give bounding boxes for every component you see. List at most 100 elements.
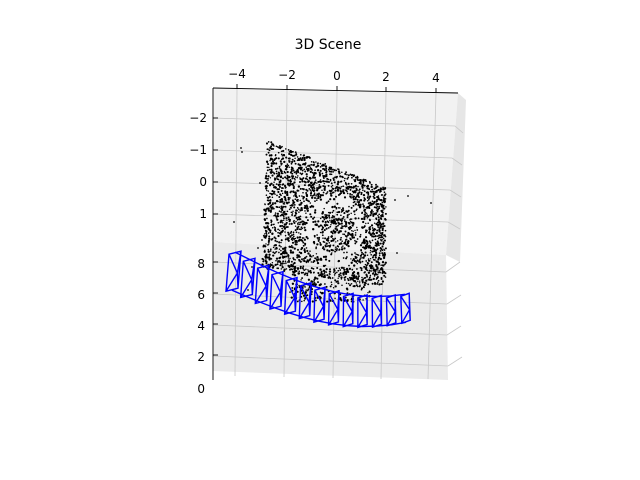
cloud-point	[296, 226, 299, 229]
cloud-point	[301, 258, 303, 261]
cloud-point	[303, 249, 306, 252]
cloud-point	[273, 252, 276, 255]
cloud-point	[384, 212, 387, 215]
camera-frustum	[283, 276, 298, 316]
cloud-point	[382, 186, 384, 189]
cloud-point	[334, 297, 336, 300]
cloud-point	[283, 223, 286, 226]
cloud-point	[367, 198, 370, 201]
cloud-point	[338, 242, 341, 246]
cloud-point	[320, 296, 322, 299]
cloud-point	[379, 271, 381, 274]
cloud-point	[330, 235, 333, 238]
cloud-point	[361, 260, 364, 263]
cloud-point	[292, 271, 296, 274]
cloud-point	[332, 287, 335, 289]
cloud-point	[347, 271, 350, 273]
cloud-point	[343, 247, 346, 250]
cloud-point	[298, 223, 301, 226]
cloud-point	[345, 225, 348, 228]
cloud-point	[306, 208, 309, 210]
cloud-point	[287, 198, 290, 201]
cloud-point	[276, 194, 278, 197]
z-tick-label: 4	[197, 319, 205, 333]
cloud-point	[379, 257, 382, 261]
cloud-point	[314, 299, 317, 302]
cloud-point	[362, 182, 365, 184]
camera-frustum	[298, 281, 312, 320]
cloud-point	[377, 261, 380, 264]
cloud-point	[354, 232, 357, 234]
cloud-point	[307, 269, 309, 271]
cloud-point	[350, 182, 353, 185]
cloud-point	[278, 244, 281, 247]
cloud-point	[332, 244, 335, 247]
cloud-point	[292, 233, 295, 236]
cloud-point	[291, 175, 293, 178]
cloud-point	[325, 227, 328, 230]
cloud-point	[314, 179, 317, 181]
cloud-point	[294, 225, 297, 227]
cloud-point	[373, 253, 376, 256]
cloud-point	[259, 182, 261, 184]
cloud-point	[289, 171, 292, 174]
cloud-point	[347, 279, 350, 282]
cloud-point	[358, 281, 361, 284]
cloud-point	[263, 218, 266, 221]
cloud-point	[262, 245, 264, 248]
cloud-point	[302, 269, 305, 271]
cloud-point	[297, 190, 300, 192]
cloud-point	[351, 268, 354, 271]
cloud-point	[281, 229, 284, 232]
cloud-point	[328, 259, 331, 262]
cloud-point	[371, 227, 374, 229]
cloud-point	[311, 195, 314, 197]
cloud-point	[322, 180, 325, 183]
cloud-point	[307, 270, 311, 273]
cloud-point	[350, 282, 353, 285]
cloud-point	[300, 279, 302, 281]
cloud-point	[313, 235, 316, 238]
cloud-point	[332, 198, 336, 201]
cloud-point	[338, 275, 341, 278]
cloud-point	[363, 277, 366, 279]
cloud-point	[350, 186, 353, 189]
cloud-point	[264, 249, 266, 252]
cloud-point	[359, 258, 361, 261]
cloud-point	[277, 171, 280, 174]
camera-frustum	[239, 257, 256, 299]
cloud-point	[269, 177, 272, 179]
cloud-point	[267, 163, 270, 166]
camera-frustums	[225, 250, 411, 329]
cloud-point	[336, 248, 338, 250]
cloud-point	[377, 270, 379, 272]
cloud-point	[305, 255, 308, 258]
cloud-point	[343, 216, 345, 218]
cloud-point	[380, 278, 383, 280]
cloud-point	[319, 180, 322, 184]
cloud-point	[317, 197, 320, 200]
cloud-point	[349, 173, 352, 176]
cloud-point	[271, 237, 274, 240]
cloud-point	[339, 230, 342, 233]
cloud-point	[303, 159, 305, 161]
cloud-point	[377, 226, 380, 229]
cloud-point	[334, 189, 337, 192]
cloud-point	[362, 278, 364, 281]
cloud-point	[321, 234, 324, 237]
cloud-point	[352, 230, 354, 233]
cloud-point	[298, 255, 301, 258]
cloud-point	[342, 185, 345, 188]
cloud-point	[337, 259, 341, 263]
cloud-point	[369, 195, 372, 198]
cloud-point	[284, 191, 287, 194]
cloud-point	[269, 205, 272, 208]
cloud-point	[345, 171, 348, 174]
cloud-point	[380, 194, 383, 196]
cloud-point	[369, 190, 372, 192]
cloud-point	[378, 205, 381, 208]
cloud-point	[267, 227, 270, 231]
cloud-point	[289, 232, 292, 234]
cloud-point	[312, 186, 315, 189]
cloud-point	[269, 248, 272, 251]
